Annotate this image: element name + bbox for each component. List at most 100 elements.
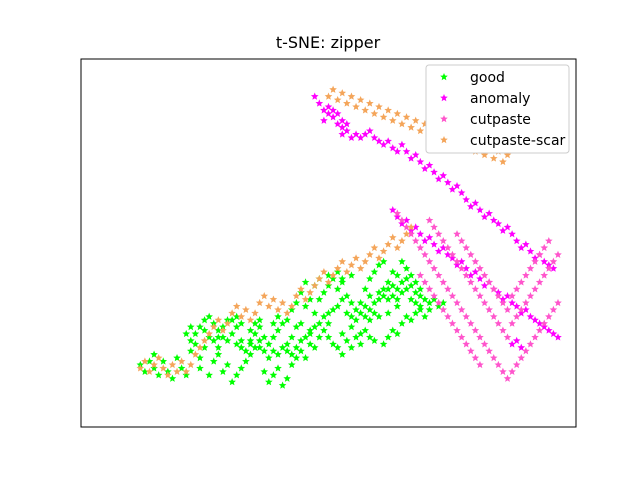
scatter-point <box>416 126 425 135</box>
scatter-point <box>535 319 544 327</box>
scatter-point <box>150 350 158 358</box>
scatter-point <box>310 323 319 331</box>
scatter-point <box>402 285 411 293</box>
scatter-point <box>265 353 273 362</box>
scatter-point <box>462 271 470 279</box>
scatter-point <box>388 267 397 276</box>
scatter-point <box>324 278 333 286</box>
scatter-point <box>503 292 512 300</box>
scatter-point <box>517 343 526 351</box>
scatter-point <box>320 106 328 114</box>
scatter-point <box>168 360 177 369</box>
scatter-point <box>407 281 415 289</box>
scatter-point <box>352 130 360 138</box>
scatter-point <box>471 267 480 276</box>
scatter-point <box>512 285 521 293</box>
scatter-point <box>375 254 383 262</box>
scatter-point <box>237 319 246 327</box>
scatter-point <box>274 326 282 334</box>
scatter-point <box>393 243 402 252</box>
scatter-point <box>402 264 411 272</box>
scatter-point <box>453 230 461 238</box>
scatter-point <box>379 340 388 348</box>
scatter-point <box>246 336 255 344</box>
scatter-point <box>434 247 443 255</box>
scatter-point <box>278 381 287 389</box>
scatter-point <box>375 261 383 269</box>
scatter-point <box>338 274 347 283</box>
scatter-point <box>338 89 347 97</box>
scatter-point <box>508 292 516 300</box>
scatter-point <box>347 298 356 307</box>
scatter-point <box>466 347 475 355</box>
scatter-point <box>425 305 434 314</box>
scatter-point <box>471 199 480 207</box>
scatter-point <box>471 353 480 362</box>
scatter-point <box>393 295 402 303</box>
scatter-point <box>370 336 379 344</box>
legend-label: good <box>470 70 505 86</box>
scatter-point <box>407 223 415 231</box>
scatter-point <box>269 371 278 379</box>
scatter-point <box>191 340 200 348</box>
scatter-point <box>287 302 296 310</box>
scatter-point <box>480 340 489 348</box>
scatter-point <box>407 154 415 162</box>
scatter-point <box>453 298 461 307</box>
scatter-point <box>352 316 360 324</box>
scatter-point <box>251 343 259 351</box>
scatter-point <box>356 264 365 272</box>
scatter-point <box>347 261 356 269</box>
scatter-point <box>421 250 429 258</box>
scatter-point <box>503 151 512 159</box>
scatter-point <box>421 278 429 286</box>
scatter-point <box>310 281 319 289</box>
scatter-point <box>466 271 475 279</box>
scatter-point <box>489 154 498 162</box>
scatter-point <box>508 298 516 307</box>
scatter-point <box>407 295 415 303</box>
scatter-point <box>430 240 438 248</box>
scatter-point <box>549 264 558 272</box>
scatter-point <box>338 278 347 286</box>
scatter-point <box>421 237 429 245</box>
scatter-point <box>526 340 535 348</box>
scatter-point <box>411 151 420 159</box>
scatter-point <box>545 237 553 245</box>
scatter-point <box>260 333 269 341</box>
scatter-point <box>214 343 223 351</box>
scatter-point <box>242 305 250 314</box>
scatter-point <box>439 243 448 252</box>
scatter-point <box>439 278 448 286</box>
scatter-point <box>205 312 213 320</box>
scatter-point <box>329 340 337 348</box>
scatter-point <box>145 367 154 375</box>
scatter-point <box>182 371 191 379</box>
scatter-point <box>347 92 356 100</box>
scatter-point <box>366 250 374 258</box>
scatter-point <box>320 326 328 334</box>
scatter-point <box>310 309 319 317</box>
scatter-point <box>522 271 530 279</box>
scatter-point <box>329 305 337 314</box>
scatter-point <box>333 343 342 351</box>
scatter-point <box>393 109 402 117</box>
scatter-point <box>411 288 420 296</box>
scatter-point <box>219 333 227 341</box>
scatter-point <box>430 292 438 300</box>
scatter-point <box>411 116 420 124</box>
scatter-point <box>329 113 337 121</box>
scatter-point <box>526 247 535 255</box>
scatter-point <box>480 151 489 159</box>
scatter-point <box>512 312 521 320</box>
scatter-point <box>453 261 461 269</box>
scatter-point <box>196 364 204 372</box>
scatter-point <box>292 298 301 307</box>
scatter-point <box>531 285 539 293</box>
scatter-point <box>388 206 397 214</box>
scatter-point <box>430 223 438 231</box>
scatter-point <box>471 257 480 265</box>
scatter-point <box>154 371 163 379</box>
scatter-point <box>292 343 301 351</box>
